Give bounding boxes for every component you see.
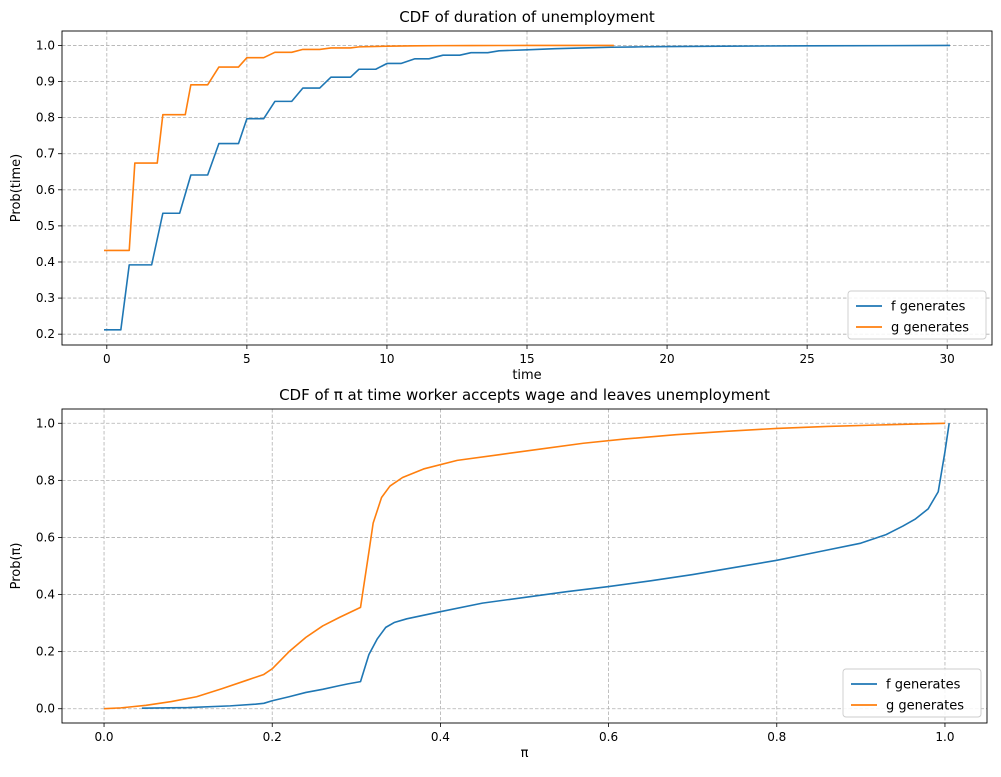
chart-title: CDF of duration of unemployment — [399, 8, 655, 26]
x-tick-label: 0.6 — [599, 730, 618, 744]
x-tick-label: 10 — [379, 352, 394, 366]
plot-frame — [61, 408, 988, 724]
x-tick-label: 1.0 — [935, 730, 954, 744]
y-tick-label: 1.0 — [36, 416, 55, 430]
x-tick-label: 5 — [243, 352, 251, 366]
y-tick-label: 0.3 — [36, 291, 55, 305]
legend: f generates g generates — [847, 290, 987, 340]
y-tick-label: 0.6 — [36, 530, 55, 544]
y-tick-label: 1.0 — [36, 38, 55, 52]
x-tick-label: 20 — [659, 352, 674, 366]
y-tick-label: 0.4 — [36, 588, 55, 602]
y-tick-label: 0.4 — [36, 255, 55, 269]
x-tick-label: 0 — [103, 352, 111, 366]
y-tick-label: 0.6 — [36, 183, 55, 197]
x-tick-label: 15 — [519, 352, 534, 366]
legend-label: g generates — [891, 321, 969, 336]
legend-box — [842, 668, 982, 718]
x-tick-label: 25 — [799, 352, 814, 366]
y-tick-label: 0.8 — [36, 111, 55, 125]
y-tick-label: 0.0 — [36, 702, 55, 716]
y-tick-label: 0.8 — [36, 473, 55, 487]
series-line-f-generates — [141, 423, 950, 709]
legend-box — [847, 290, 987, 340]
x-axis-label: π — [521, 746, 529, 761]
x-tick-label: 0.2 — [263, 730, 282, 744]
chart-1: 0 5 10 15 20 25 30 0.2 0.3 0.4 0.5 0.6 0.7 0.8 0.9 1.0 C… — [9, 8, 993, 383]
y-axis-label: Prob(time) — [9, 154, 24, 222]
y-axis-label: Prob(π) — [9, 543, 24, 590]
chart-2: 0.0 0.2 0.4 0.6 0.8 1.0 0.0 0.2 0.4 0.6 0.8 1.0 CDF … — [9, 386, 988, 761]
y-tick-label: 0.5 — [36, 219, 55, 233]
series-line-f-generates — [104, 44, 950, 331]
legend: f generates g generates — [842, 668, 982, 718]
y-tick-label: 0.9 — [36, 75, 55, 89]
legend-label: f generates — [886, 678, 961, 693]
x-tick-label: 0.0 — [94, 730, 113, 744]
y-tick-label: 0.2 — [36, 327, 55, 341]
legend-label: f generates — [891, 300, 966, 315]
legend-label: g generates — [886, 699, 964, 714]
x-axis-label: time — [512, 368, 541, 383]
y-tick-label: 0.7 — [36, 147, 55, 161]
y-tick-label: 0.2 — [36, 645, 55, 659]
x-tick-label: 0.4 — [431, 730, 450, 744]
chart-title: CDF of π at time worker accepts wage and… — [279, 386, 770, 404]
series-line-g-generates — [104, 422, 945, 710]
series-line-g-generates — [104, 44, 614, 252]
x-tick-label: 0.8 — [767, 730, 786, 744]
x-tick-label: 30 — [940, 352, 955, 366]
